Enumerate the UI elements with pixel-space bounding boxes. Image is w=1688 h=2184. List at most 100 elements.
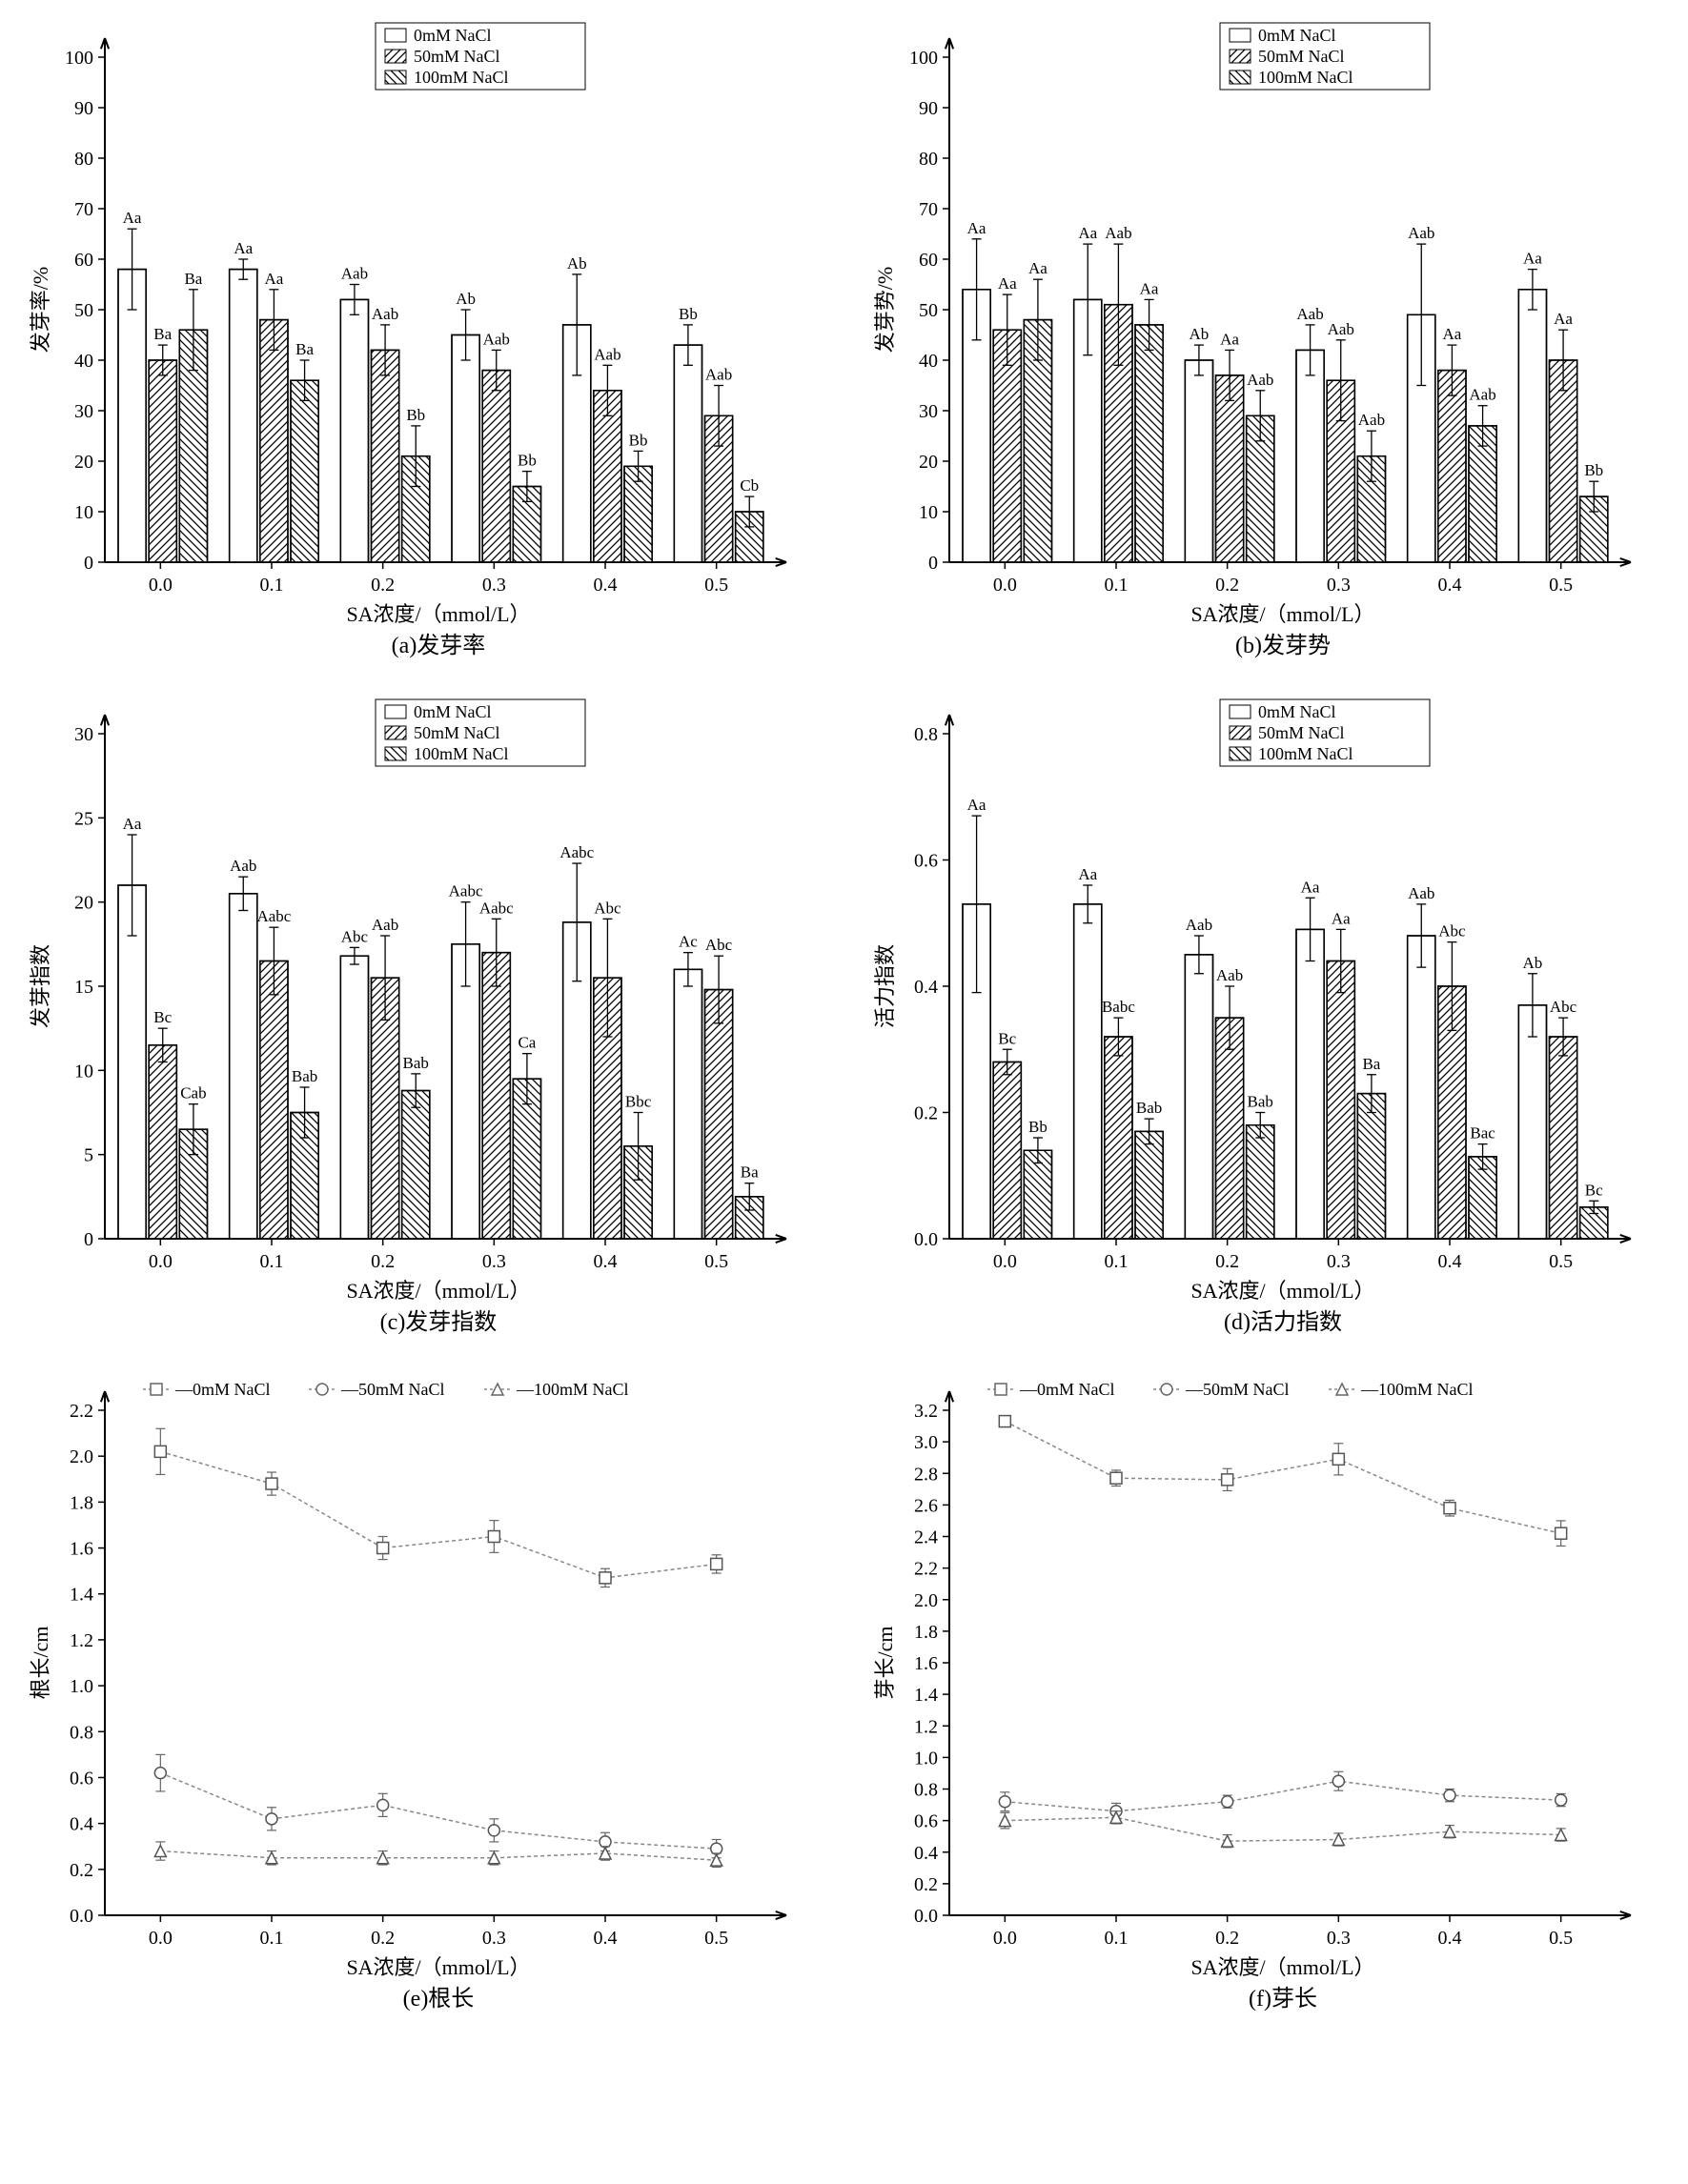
xlabel: SA浓度/（mmol/L）: [1190, 1279, 1374, 1303]
sig-label: Aab: [1247, 371, 1273, 389]
ytick: 20: [74, 893, 93, 914]
legend-item: 50mM NaCl: [414, 47, 500, 66]
ytick: 100: [909, 48, 938, 69]
sig-label: Aa: [265, 270, 284, 288]
xtick: 0.4: [594, 1928, 618, 1949]
sig-label: Ba: [153, 325, 172, 343]
xtick: 0.2: [1215, 1251, 1239, 1272]
sig-label: Aab: [372, 305, 398, 323]
ytick: 60: [919, 250, 938, 271]
ytick: 2.6: [914, 1495, 938, 1516]
xtick: 0.1: [1104, 575, 1128, 596]
ytick: 40: [919, 351, 938, 372]
sig-label: Aab: [1357, 411, 1384, 429]
ytick: 0.4: [914, 1843, 938, 1864]
ytick: 25: [74, 808, 93, 829]
xlabel: SA浓度/（mmol/L）: [1190, 1955, 1374, 1979]
sig-label: Ab: [456, 290, 476, 308]
ytick: 20: [919, 452, 938, 473]
xtick: 0.4: [1437, 1251, 1461, 1272]
bar: [1073, 904, 1101, 1239]
sig-label: Ba: [295, 340, 314, 358]
ytick: 0.6: [914, 851, 938, 872]
sig-label: Aa: [234, 239, 253, 257]
sig-label: Bac: [1470, 1124, 1495, 1143]
sig-label: Aa: [123, 815, 142, 833]
ytick: 90: [74, 98, 93, 119]
bar: [452, 944, 479, 1239]
xtick: 0.0: [149, 1928, 173, 1949]
ytick: 30: [74, 724, 93, 745]
sig-label: Ab: [1189, 325, 1209, 343]
ylabel: 根长/cm: [29, 1627, 52, 1700]
bar: [118, 885, 146, 1239]
ytick: 90: [919, 98, 938, 119]
sig-label: Aab: [705, 366, 732, 384]
xtick: 0.3: [482, 575, 506, 596]
ytick: 0.8: [914, 1780, 938, 1801]
ytick: 1.6: [914, 1653, 938, 1674]
caption: (f)芽长: [1249, 1986, 1317, 2012]
ytick: 2.2: [914, 1559, 938, 1580]
xtick: 0.0: [149, 1251, 173, 1272]
ytick: 30: [74, 401, 93, 422]
sig-label: Aab: [1105, 224, 1131, 242]
xtick: 0.2: [371, 575, 395, 596]
bar: [1296, 350, 1324, 562]
ytick: 0.6: [914, 1811, 938, 1832]
ytick: 0: [84, 1229, 93, 1250]
sig-label: Aab: [1296, 305, 1323, 323]
ytick: 10: [74, 502, 93, 523]
sig-label: Aab: [594, 345, 620, 363]
sig-label: Aa: [1554, 310, 1573, 328]
sig-label: Aabc: [479, 899, 514, 917]
ytick: 1.8: [914, 1622, 938, 1643]
xtick: 0.4: [594, 575, 618, 596]
legend-item: —100mM NaCl: [1360, 1380, 1474, 1399]
legend-item: 50mM NaCl: [414, 723, 500, 742]
caption: (e)根长: [403, 1986, 475, 2012]
sig-label: Ca: [518, 1034, 536, 1052]
sig-label: Aab: [1469, 386, 1495, 404]
legend-item: 0mM NaCl: [1258, 26, 1336, 45]
legend-item: —50mM NaCl: [340, 1380, 445, 1399]
series-line: [1005, 1781, 1560, 1810]
sig-label: Aa: [1139, 279, 1158, 297]
sig-label: Aa: [123, 209, 142, 227]
ytick: 70: [919, 199, 938, 220]
xtick: 0.5: [1549, 1251, 1573, 1272]
sig-label: Aa: [966, 796, 986, 814]
xlabel: SA浓度/（mmol/L）: [1190, 602, 1374, 626]
ytick: 0.2: [914, 1874, 938, 1895]
ytick: 1.0: [914, 1748, 938, 1769]
sig-label: Aa: [1078, 224, 1097, 242]
sig-label: Abc: [594, 899, 621, 917]
bar: [1185, 955, 1212, 1239]
legend-item: 50mM NaCl: [1258, 47, 1345, 66]
bar: [674, 345, 702, 562]
ylabel: 发芽势/%: [873, 267, 897, 353]
ytick: 2.0: [914, 1590, 938, 1611]
bar: [1407, 936, 1434, 1239]
sig-label: Cab: [180, 1084, 206, 1102]
panel-f: 0.00.20.40.60.81.01.21.41.61.82.02.22.42…: [864, 1372, 1670, 2020]
ytick: 2.8: [914, 1464, 938, 1485]
xtick: 0.3: [1326, 1928, 1350, 1949]
legend-item: 0mM NaCl: [414, 26, 492, 45]
sig-label: Babc: [1101, 998, 1134, 1016]
sig-label: Aabc: [559, 843, 594, 861]
ytick: 50: [919, 300, 938, 321]
bar: [340, 299, 368, 562]
sig-label: Abc: [341, 927, 369, 945]
sig-label: Abc: [1549, 998, 1576, 1016]
bar: [230, 270, 257, 562]
sig-label: Aa: [1078, 865, 1097, 883]
xtick: 0.5: [1549, 575, 1573, 596]
xtick: 0.5: [1549, 1928, 1573, 1949]
bar: [452, 335, 479, 563]
ytick: 15: [74, 977, 93, 998]
ytick: 0.8: [914, 724, 938, 745]
xtick: 0.1: [260, 575, 284, 596]
bar: [1518, 290, 1546, 562]
xtick: 0.2: [371, 1251, 395, 1272]
